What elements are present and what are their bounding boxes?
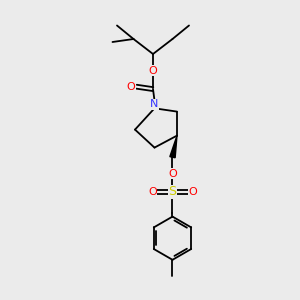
Text: O: O xyxy=(127,82,136,92)
Polygon shape xyxy=(170,136,177,158)
Text: S: S xyxy=(169,185,176,198)
Text: O: O xyxy=(148,65,158,76)
Text: O: O xyxy=(148,187,157,197)
Text: N: N xyxy=(150,99,159,109)
Text: O: O xyxy=(168,169,177,179)
Text: O: O xyxy=(188,187,197,197)
